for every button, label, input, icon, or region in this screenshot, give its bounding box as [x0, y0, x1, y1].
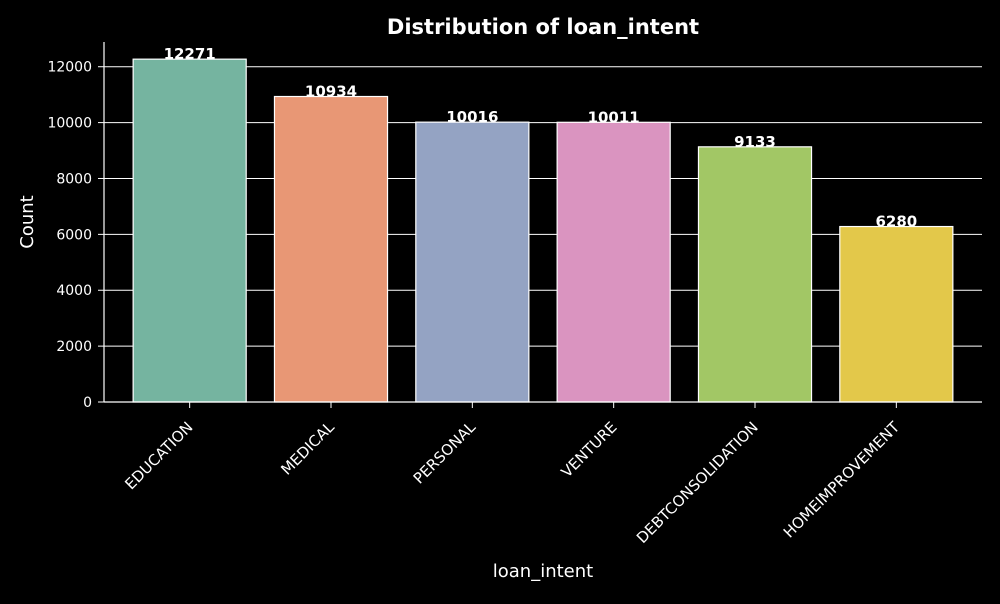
data-label: 6280 [875, 213, 917, 231]
x-ticks: EDUCATION MEDICAL PERSONAL VENTURE DEBTCONSO… [121, 402, 904, 547]
x-axis-label: loan_intent [493, 561, 593, 582]
x-tick-label: DEBTCONSOLIDATION [633, 418, 762, 547]
x-tick-label: VENTURE [558, 418, 621, 481]
y-tick-label: 12000 [47, 60, 92, 76]
bar-venture [556, 121, 671, 403]
y-ticks: 0 2000 4000 6000 8000 10000 12000 [47, 60, 104, 411]
data-label: 9133 [734, 133, 776, 151]
y-tick-label: 8000 [56, 171, 92, 187]
x-tick-label: EDUCATION [121, 418, 196, 493]
y-tick-label: 2000 [56, 339, 92, 355]
axes [103, 42, 982, 403]
bar-debtconsolidation [697, 146, 813, 403]
y-tick-label: 10000 [47, 116, 92, 132]
y-tick-label: 0 [83, 395, 92, 411]
gridlines [104, 66, 982, 403]
x-tick-label: PERSONAL [410, 418, 480, 488]
chart-title: Distribution of loan_intent [387, 15, 699, 39]
x-tick-label: HOMEIMPROVEMENT [780, 418, 904, 542]
data-label: 12271 [164, 45, 216, 63]
bar-medical [273, 95, 389, 403]
y-tick-label: 6000 [56, 227, 92, 243]
bar-personal [415, 121, 530, 403]
y-axis-label: Count [17, 195, 38, 248]
data-label: 10016 [446, 108, 498, 126]
bar-education [132, 58, 247, 403]
x-tick-label: MEDICAL [277, 418, 338, 479]
bars [132, 58, 954, 403]
data-label: 10934 [305, 83, 357, 101]
data-label: 10011 [588, 108, 640, 126]
data-labels: 12271 10934 10016 10011 9133 6280 [164, 45, 918, 230]
bar-homeimprovement [839, 225, 954, 403]
y-tick-label: 4000 [56, 283, 92, 299]
